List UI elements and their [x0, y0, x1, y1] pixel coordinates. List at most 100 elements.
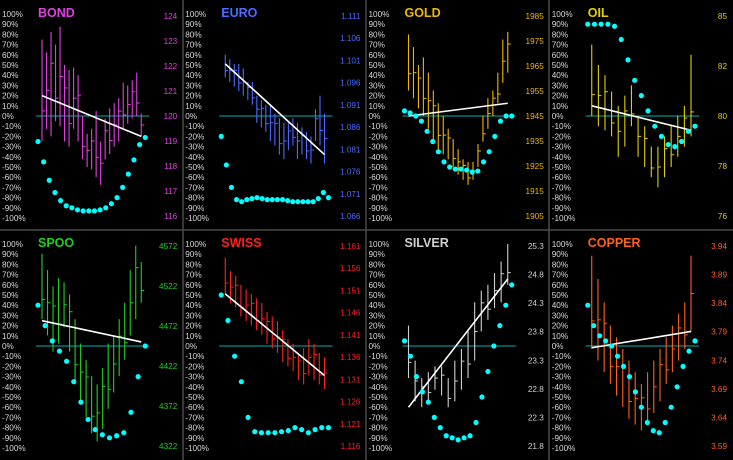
oscillator-dot	[233, 197, 240, 203]
left-tick-label: -20%	[369, 132, 388, 141]
trend-line	[591, 105, 692, 132]
left-tick-label: -60%	[552, 403, 571, 412]
right-tick-label: 1.141	[340, 331, 361, 340]
chart-panel-spoo: 100%90%80% 70%60%50%40%30% 20%10%0%-10%-20…	[2, 236, 178, 453]
oscillator-dot	[644, 419, 650, 426]
oscillator-dot	[672, 144, 678, 150]
oscillator-dot	[650, 428, 656, 434]
right-tick-label: 4372	[159, 402, 178, 411]
oscillator-dot	[239, 199, 245, 205]
right-tick-label: 24.3	[528, 299, 544, 308]
left-tick-label: 10%	[369, 102, 385, 111]
left-tick-label: 60%	[552, 281, 568, 290]
trend-line	[41, 94, 142, 138]
right-tick-label: 1.116	[341, 442, 361, 451]
right-tick-label: 1965	[526, 62, 545, 71]
oscillator-dot	[413, 113, 419, 119]
left-tick-label: -50%	[185, 393, 204, 402]
left-tick-label: -90%	[2, 434, 21, 443]
oscillator-dot	[142, 134, 148, 141]
left-tick-label: 50%	[2, 61, 18, 70]
left-tick-label: 30%	[369, 81, 385, 90]
oscillator-dot	[272, 430, 278, 436]
left-tick-label: 0%	[552, 342, 564, 351]
left-tick-label: 60%	[2, 51, 18, 60]
right-tick-label: 1.101	[340, 56, 361, 65]
oscillator-dot	[56, 348, 63, 354]
left-tick-label: 30%	[552, 81, 568, 90]
left-tick-label: 20%	[552, 322, 568, 331]
left-tick-label: 100%	[552, 10, 573, 19]
oscillator-dot	[269, 197, 275, 203]
left-tick-label: -90%	[185, 204, 204, 213]
left-tick-label: -90%	[552, 434, 571, 443]
oscillator-dot	[121, 430, 127, 436]
left-tick-label: -100%	[2, 444, 26, 453]
left-tick-label: -10%	[185, 352, 204, 361]
right-tick-label: 124	[164, 12, 178, 21]
left-tick-label: 60%	[552, 51, 568, 60]
left-tick-label: -100%	[2, 214, 26, 223]
left-tick-label: 10%	[2, 332, 18, 341]
left-tick-label: -60%	[185, 173, 204, 182]
oscillator-dot	[259, 196, 265, 202]
oscillator-dot	[223, 162, 229, 168]
right-tick-label: 119	[164, 137, 177, 146]
left-tick-label: 90%	[185, 250, 201, 259]
left-tick-label: -10%	[369, 352, 388, 361]
oscillator-dot	[503, 113, 509, 119]
panel-title: BOND	[38, 6, 75, 20]
oscillator-dot	[114, 433, 120, 439]
oscillator-dot	[135, 374, 141, 380]
left-tick-label: 10%	[2, 102, 18, 111]
oscillator-dot	[441, 159, 447, 165]
left-tick-label: 40%	[185, 71, 201, 80]
trend-line	[591, 330, 692, 349]
oscillator-dot	[585, 21, 591, 27]
oscillator-dot	[632, 389, 639, 395]
left-tick-label: -80%	[185, 424, 204, 433]
oscillator-dot	[614, 353, 621, 359]
oscillator-dot	[279, 197, 286, 203]
oscillator-dot	[80, 208, 86, 214]
oscillator-dot	[425, 399, 431, 405]
left-tick-label: 0%	[185, 342, 197, 351]
oscillator-dot	[128, 409, 134, 415]
oscillator-dot	[325, 195, 332, 201]
right-tick-label: 1.161	[340, 242, 361, 251]
oscillator-dot	[264, 197, 270, 203]
oscillator-dot	[449, 435, 455, 441]
left-tick-label: -70%	[369, 183, 388, 192]
right-tick-label: 1.076	[340, 168, 361, 177]
oscillator-dot	[447, 164, 453, 170]
left-tick-label: -50%	[2, 163, 21, 172]
oscillator-dot	[674, 384, 680, 390]
left-tick-label: -80%	[552, 424, 571, 433]
right-tick-label: 4572	[159, 242, 178, 251]
oscillator-dot	[218, 292, 224, 298]
oscillator-dot	[467, 433, 473, 439]
oscillator-dot	[35, 138, 41, 145]
left-tick-label: -90%	[552, 204, 571, 213]
oscillator-dot	[475, 168, 481, 174]
left-tick-label: -40%	[552, 153, 571, 162]
right-tick-label: 1.156	[340, 264, 361, 273]
oscillator-dot	[218, 133, 224, 139]
oscillator-dot	[46, 177, 52, 183]
left-tick-label: 70%	[185, 271, 201, 280]
oscillator-dot	[310, 199, 316, 205]
left-tick-label: 100%	[185, 10, 206, 19]
left-tick-label: 10%	[552, 332, 568, 341]
oscillator-dot	[479, 394, 485, 400]
chart-panel-bond: 100%90%80% 70%60%50%40%30% 20%10%0%-10%-20…	[2, 6, 178, 223]
left-tick-label: -100%	[369, 214, 393, 223]
oscillator-dot	[137, 141, 143, 148]
oscillator-dot	[458, 166, 464, 172]
left-tick-label: -40%	[2, 153, 21, 162]
left-tick-label: -40%	[185, 153, 204, 162]
left-tick-label: -90%	[369, 204, 388, 213]
oscillator-dot	[49, 338, 55, 344]
right-tick-label: 1.111	[341, 12, 361, 21]
oscillator-dot	[64, 358, 70, 364]
oscillator-dot	[265, 430, 271, 436]
